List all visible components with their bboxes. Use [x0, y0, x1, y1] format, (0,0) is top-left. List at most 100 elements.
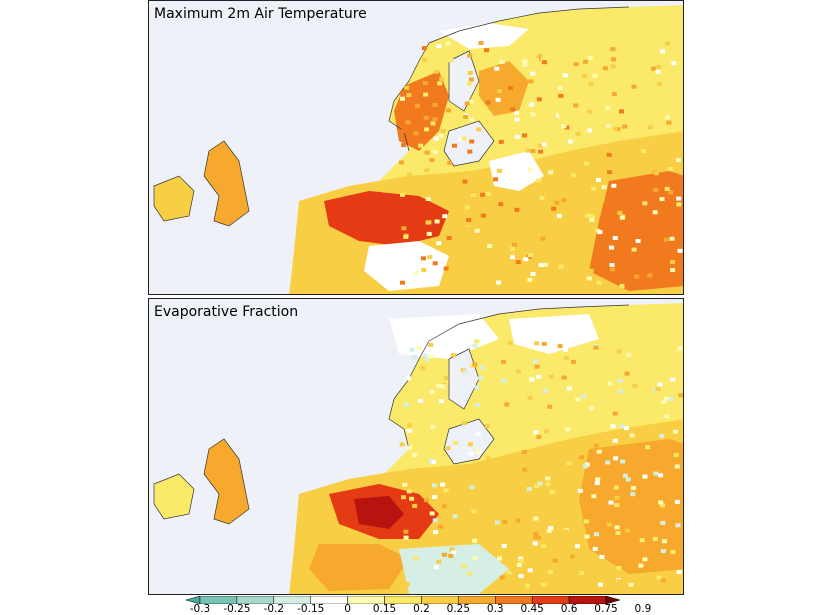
data-cell: [594, 443, 599, 448]
data-cell: [577, 488, 583, 493]
data-cell: [429, 378, 435, 382]
data-cell: [424, 168, 430, 173]
data-cell: [474, 385, 480, 390]
data-cell: [405, 120, 411, 125]
data-cell: [526, 487, 532, 492]
data-speckle: [399, 339, 683, 588]
data-cell: [412, 453, 418, 458]
data-cell: [605, 106, 611, 111]
data-cell: [548, 374, 554, 379]
data-cell: [619, 215, 625, 220]
data-cell: [587, 109, 593, 114]
data-cell: [626, 353, 632, 358]
data-cell: [399, 160, 404, 165]
data-cell: [542, 262, 548, 267]
data-cell: [596, 177, 601, 182]
data-cell: [624, 528, 630, 533]
data-cell: [591, 494, 597, 499]
data-cell: [556, 213, 562, 218]
data-cell: [558, 264, 564, 269]
data-cell: [588, 268, 594, 273]
data-cell: [494, 66, 500, 71]
data-cell: [400, 96, 405, 101]
data-cell: [471, 481, 477, 486]
data-cell: [552, 121, 558, 126]
data-cell: [442, 214, 448, 219]
data-cell: [630, 492, 636, 497]
data-cell: [484, 424, 490, 428]
data-cell: [515, 518, 521, 523]
data-cell: [642, 554, 648, 559]
data-cell: [448, 553, 454, 558]
data-cell: [438, 113, 444, 118]
data-cell: [429, 158, 435, 163]
data-cell: [434, 565, 439, 570]
data-cell: [605, 123, 611, 128]
data-cell: [676, 202, 682, 207]
data-cell: [539, 491, 545, 496]
data-cell: [652, 210, 658, 215]
data-cell: [464, 205, 470, 210]
data-cell: [652, 536, 658, 541]
data-cell: [538, 505, 544, 510]
data-cell: [639, 538, 645, 543]
data-cell: [602, 66, 608, 71]
data-cell: [665, 41, 670, 46]
data-cell: [640, 149, 646, 154]
data-cell: [612, 127, 618, 131]
colorbar-tick-label: 0.15: [372, 603, 397, 615]
data-cell: [671, 61, 677, 66]
data-cell: [601, 185, 607, 190]
data-cell: [675, 523, 681, 528]
data-cell: [472, 362, 478, 367]
data-cell: [545, 482, 551, 487]
colorbar-tick-label: -0.15: [297, 603, 325, 615]
data-cell: [522, 62, 528, 67]
data-cell: [499, 59, 505, 64]
data-cell: [668, 149, 673, 154]
data-cell: [463, 114, 469, 119]
data-cell: [468, 451, 474, 456]
data-cell: [630, 486, 636, 491]
data-cell: [608, 197, 614, 202]
data-cell: [446, 236, 452, 240]
data-cell: [425, 197, 431, 201]
data-cell: [661, 539, 667, 544]
data-cell: [555, 160, 561, 165]
data-cell: [419, 340, 425, 345]
data-cell: [467, 571, 473, 576]
data-cell: [537, 481, 543, 486]
data-cell: [426, 231, 432, 236]
data-cell: [527, 167, 533, 172]
data-cell: [518, 574, 524, 579]
data-cell: [562, 73, 568, 78]
data-cell: [536, 178, 542, 183]
data-cell: [461, 136, 467, 141]
data-cell: [606, 152, 612, 157]
data-cell: [634, 274, 640, 279]
panel-title: Maximum 2m Air Temperature: [154, 6, 367, 22]
data-cell: [427, 566, 433, 571]
data-cell: [584, 161, 590, 166]
data-cell: [401, 226, 407, 231]
data-cell: [522, 467, 528, 472]
data-cell: [561, 375, 567, 380]
nodata-alps: [364, 241, 449, 291]
data-cell: [658, 500, 664, 505]
data-cell: [617, 354, 623, 359]
data-cell: [414, 103, 420, 108]
data-cell: [566, 461, 572, 466]
data-cell: [631, 578, 637, 583]
data-cell: [510, 532, 516, 537]
data-cell: [664, 115, 670, 120]
data-cell: [530, 112, 536, 117]
data-cell: [453, 440, 459, 445]
data-cell: [426, 220, 432, 225]
data-cell: [452, 514, 458, 519]
data-cell: [475, 432, 481, 437]
data-cell: [403, 234, 409, 239]
data-cell: [548, 170, 554, 175]
data-cell: [536, 97, 542, 102]
data-cell: [418, 398, 423, 403]
data-cell: [432, 261, 438, 266]
